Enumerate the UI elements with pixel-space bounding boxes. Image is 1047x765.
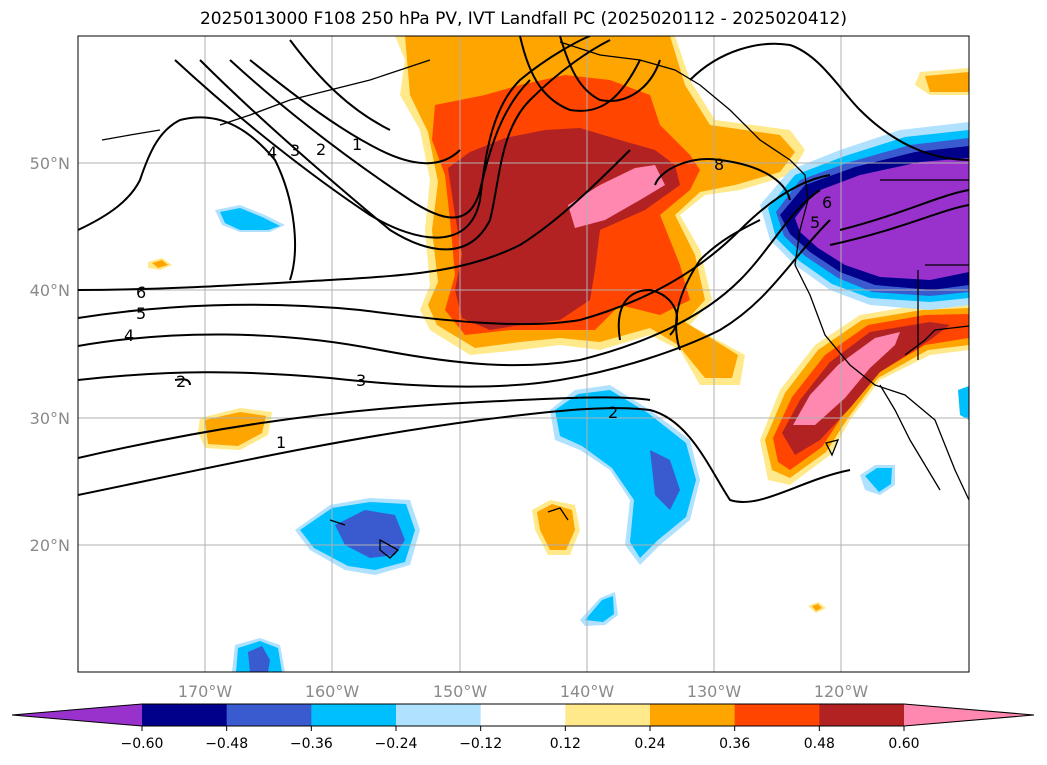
lat-tick-label: 30°N (30, 409, 70, 428)
colorbar-tick-label: −0.60 (121, 736, 164, 752)
colorbar-tick-label: 0.12 (550, 736, 581, 752)
contour-label: 4 (267, 143, 277, 162)
negative-anomaly-north (760, 122, 969, 420)
contour-label: 2 (176, 372, 186, 391)
contour-label: 3 (356, 371, 366, 390)
lon-tick-label: 130°W (687, 682, 742, 701)
colorbar-tick-label: 0.24 (634, 736, 665, 752)
gridlines (78, 36, 969, 672)
colorbar-tick-label: −0.36 (290, 736, 333, 752)
lon-tick-label: 150°W (433, 682, 488, 701)
colorbar-segment (650, 704, 736, 726)
contour-label: 3 (290, 141, 300, 160)
lon-tick-label: 160°W (305, 682, 360, 701)
colorbar-extend-low (12, 704, 142, 726)
colorbar-segment (396, 704, 482, 726)
colorbar-segment (480, 704, 566, 726)
contour-label: 8 (714, 155, 724, 174)
contour-label: 1 (352, 135, 362, 154)
colorbar-segment (565, 704, 651, 726)
contour-label: 2 (608, 403, 618, 422)
colorbar-tick-label: 0.60 (888, 736, 919, 752)
positive-anomaly-north (395, 36, 805, 385)
lon-axis: 170°W 160°W 150°W 140°W 130°W 120°W (178, 682, 869, 701)
colorbar-tick-label: 0.36 (719, 736, 750, 752)
map-plot-area: 1 2 3 4 5 6 8 2 3 4 1 2 5 6 (78, 36, 969, 672)
contour-label: 4 (124, 326, 134, 345)
lon-tick-label: 170°W (178, 682, 233, 701)
lat-axis: 50°N 40°N 30°N 20°N (30, 154, 70, 555)
colorbar-segment (819, 704, 905, 726)
colorbar-segment (734, 704, 820, 726)
lon-tick-label: 120°W (814, 682, 869, 701)
map-frame (77, 35, 970, 673)
colorbar-tick-label: −0.24 (375, 736, 418, 752)
colorbar-segment (311, 704, 397, 726)
lat-tick-label: 20°N (30, 536, 70, 555)
contour-label: 1 (276, 433, 286, 452)
pv-contours (78, 36, 969, 503)
lon-tick-label: 140°W (560, 682, 615, 701)
lat-tick-label: 50°N (30, 154, 70, 173)
colorbar-extend-high (904, 704, 1034, 726)
colorbar-segment (142, 704, 228, 726)
colorbar-tick-label: −0.48 (205, 736, 248, 752)
contour-label: 5 (810, 213, 820, 232)
contour-label: 6 (822, 193, 832, 212)
coastlines (101, 41, 969, 559)
colorbar-tick-label: −0.12 (459, 736, 502, 752)
contour-label: 5 (136, 304, 146, 323)
lat-tick-label: 40°N (30, 281, 70, 300)
contour-label: 6 (136, 283, 146, 302)
map-title: 2025013000 F108 250 hPa PV, IVT Landfall… (199, 9, 847, 29)
colorbar-tick-label: 0.48 (804, 736, 835, 752)
colorbar: −0.60 −0.48 −0.36 −0.24 −0.12 0.12 0.24 0.36 0.4… (11, 703, 1035, 752)
colorbar-segment (226, 704, 312, 726)
pv-contour-labels: 1 2 3 4 5 6 8 2 3 4 1 2 5 6 (124, 135, 832, 452)
contour-label: 2 (316, 140, 326, 159)
